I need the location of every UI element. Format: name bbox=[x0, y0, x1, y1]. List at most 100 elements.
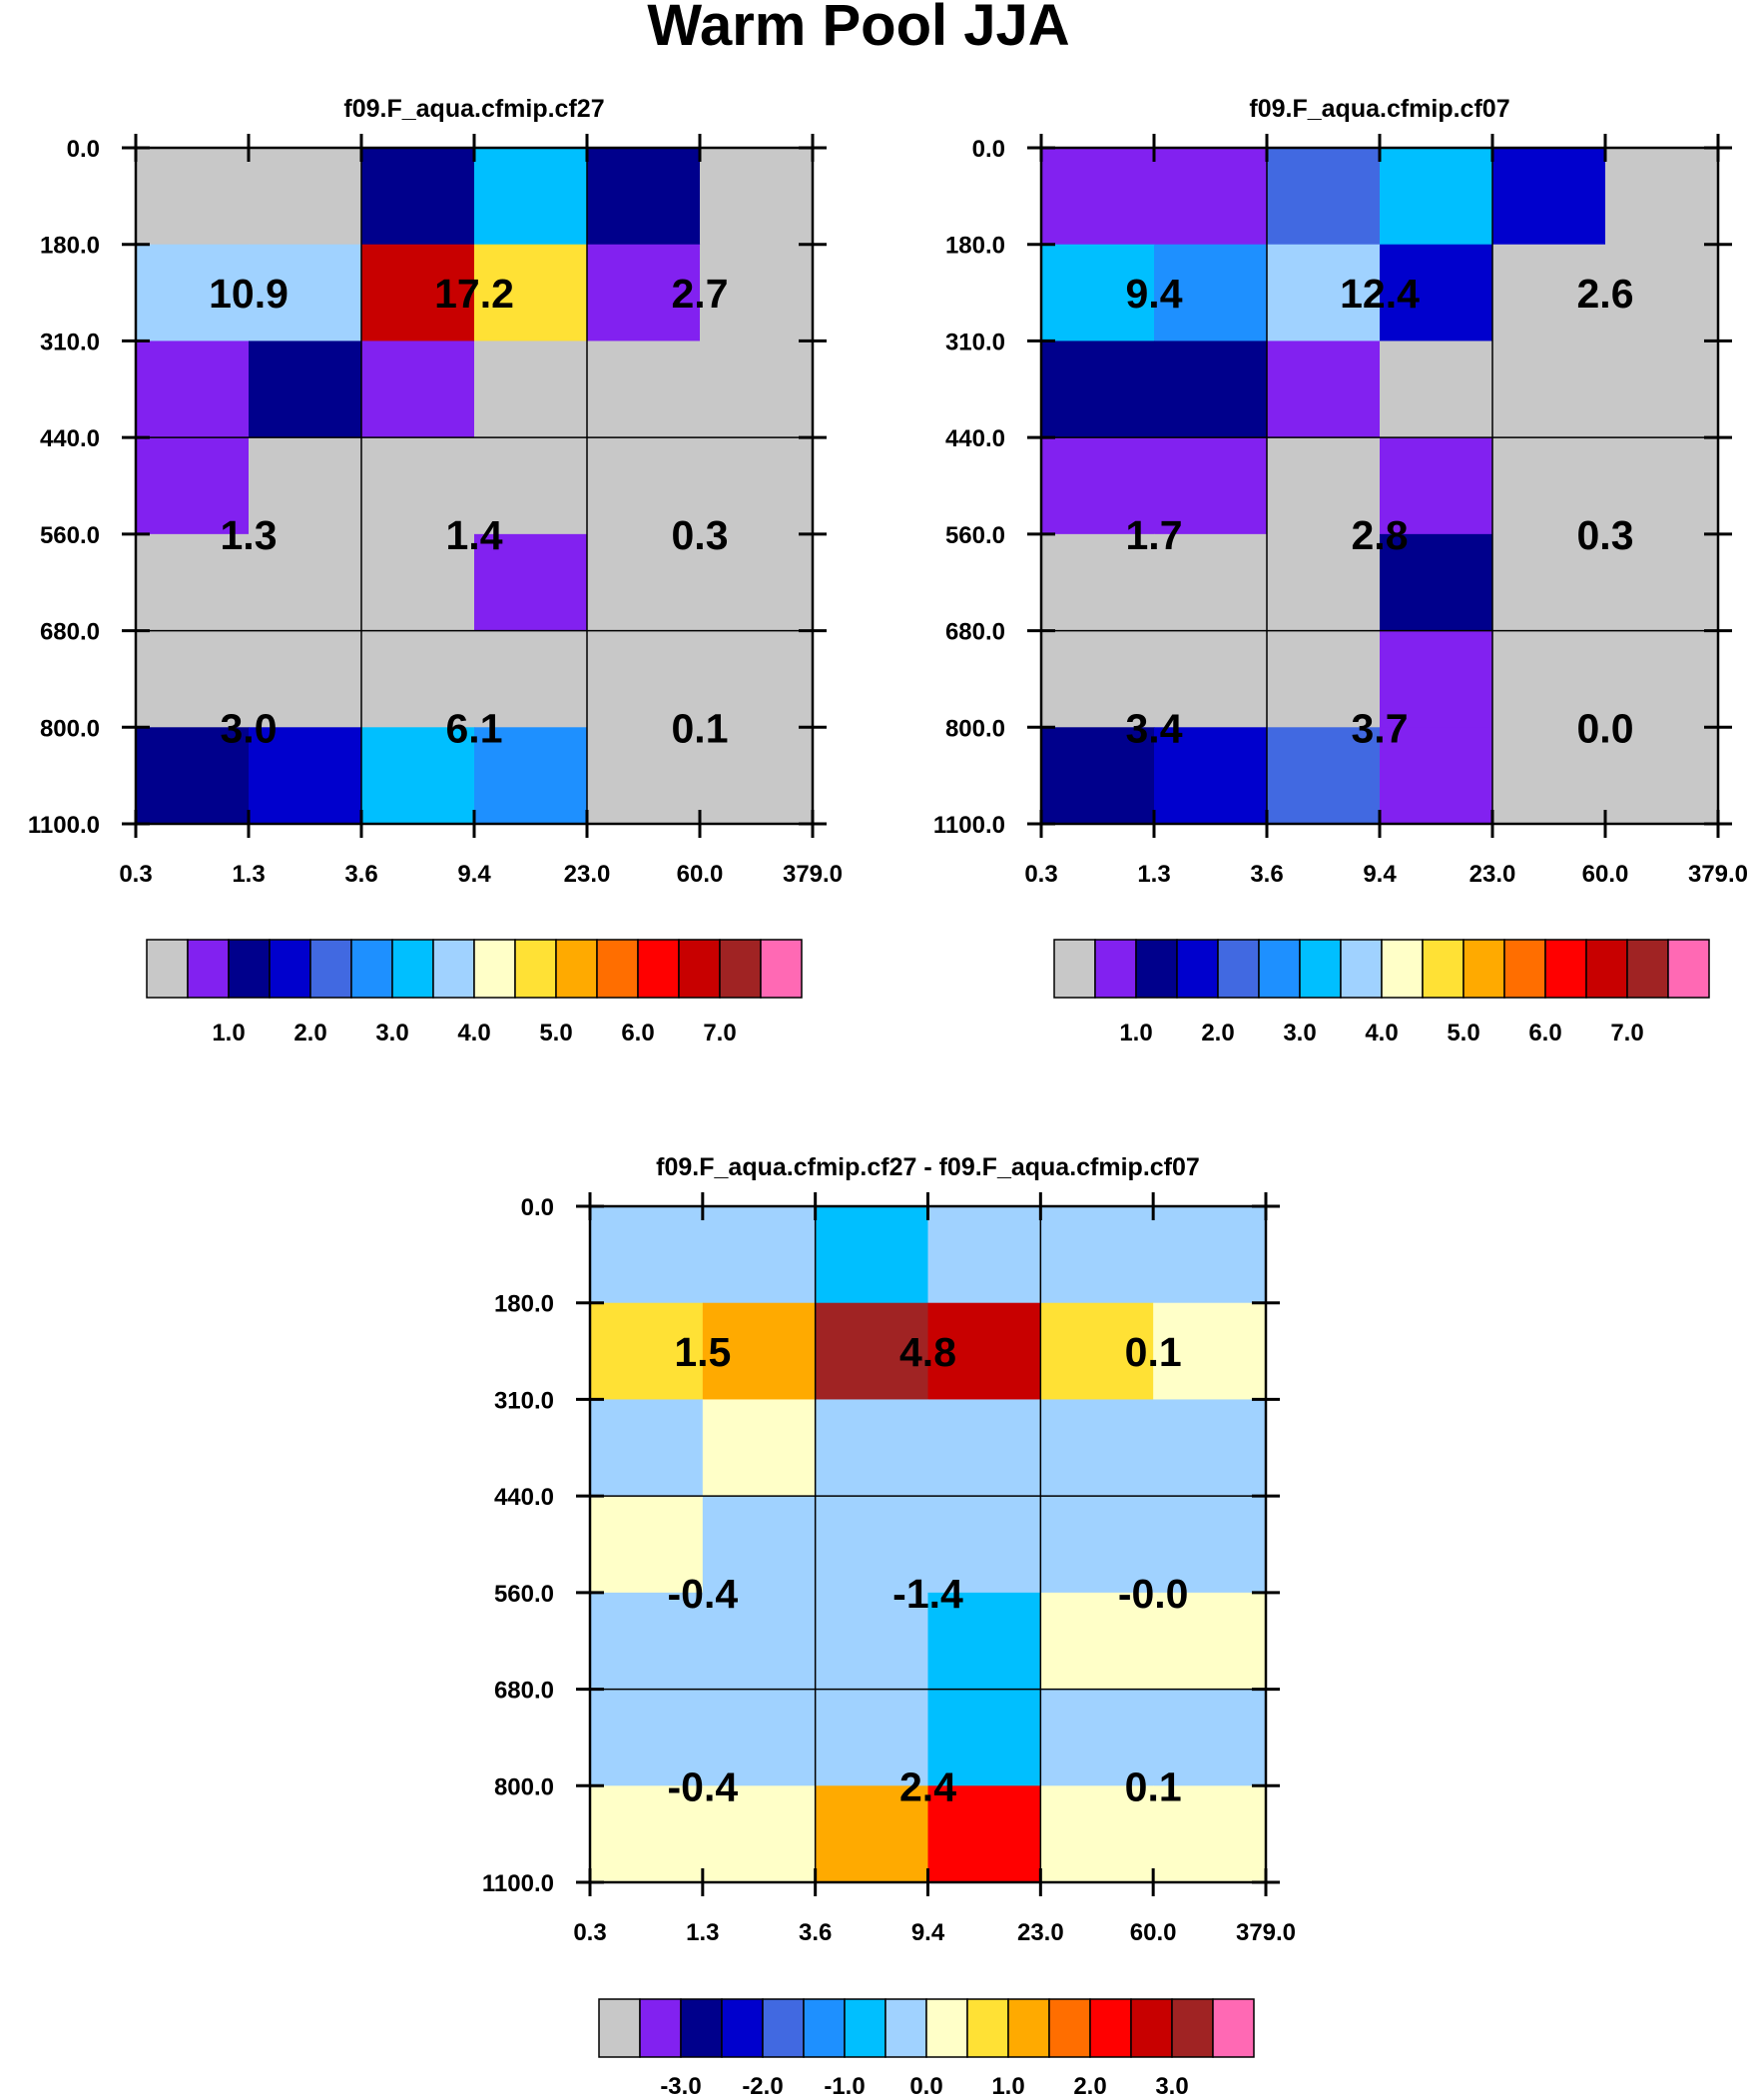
colorbar-swatch bbox=[762, 1998, 805, 2058]
x-tick-label: 23.0 bbox=[1469, 861, 1516, 888]
block-value-label: 3.4 bbox=[1126, 705, 1183, 751]
colorbar-swatch bbox=[1299, 939, 1342, 999]
heatmap-cell bbox=[590, 1302, 704, 1401]
panel-difference: f09.F_aqua.cfmip.cf27 - f09.F_aqua.cfmip… bbox=[482, 1153, 1296, 2100]
heatmap-cell bbox=[361, 533, 475, 632]
colorbar-swatch bbox=[803, 1998, 846, 2058]
y-tick-label: 0.0 bbox=[972, 136, 1005, 163]
heatmap-cell bbox=[1154, 533, 1268, 632]
heatmap-cell bbox=[136, 244, 250, 343]
y-tick-label: 1100.0 bbox=[28, 812, 100, 839]
y-tick-label: 310.0 bbox=[40, 329, 100, 355]
heatmap-cell bbox=[1492, 437, 1606, 535]
heatmap-cell bbox=[474, 437, 588, 535]
x-tick-label: 379.0 bbox=[1236, 1919, 1296, 1946]
heatmap-cell bbox=[1492, 727, 1606, 825]
heatmap-cell bbox=[700, 244, 814, 343]
block-value-label: 0.0 bbox=[1577, 705, 1634, 751]
heatmap-cell bbox=[249, 630, 362, 728]
heatmap-cell bbox=[1153, 1302, 1267, 1401]
heatmap-cell bbox=[474, 727, 588, 825]
heatmap-cell bbox=[1380, 244, 1493, 343]
heatmap-cell bbox=[1605, 341, 1719, 438]
heatmap-cell bbox=[1041, 533, 1155, 632]
colorbar-swatch bbox=[1340, 939, 1383, 999]
colorbar-swatch bbox=[187, 939, 230, 999]
colorbar-swatch bbox=[1585, 939, 1628, 999]
heatmap-cell bbox=[587, 727, 701, 825]
colorbar-swatch bbox=[1089, 1998, 1132, 2058]
block-value-label: 0.3 bbox=[1577, 512, 1634, 558]
block-value-label: 10.9 bbox=[209, 271, 289, 317]
heatmap-cell bbox=[590, 1496, 704, 1594]
heatmap-cell bbox=[1040, 1785, 1154, 1883]
heatmap-cell bbox=[1492, 148, 1606, 246]
colorbar-tick-label: -1.0 bbox=[824, 2073, 865, 2100]
x-tick-label: 23.0 bbox=[1017, 1919, 1064, 1946]
heatmap-cell bbox=[1267, 630, 1381, 728]
colorbar-swatch bbox=[309, 939, 352, 999]
heatmap-cell bbox=[1605, 148, 1719, 246]
block-value-label: 6.1 bbox=[446, 705, 503, 751]
panel-title: f09.F_aqua.cfmip.cf27 - f09.F_aqua.cfmip… bbox=[656, 1153, 1200, 1181]
colorbar-tick-label: 1.0 bbox=[1119, 1020, 1152, 1047]
heatmap-cell bbox=[474, 533, 588, 632]
heatmap-cell bbox=[249, 148, 362, 246]
y-tick-label: 180.0 bbox=[494, 1291, 554, 1318]
x-tick-label: 379.0 bbox=[783, 861, 843, 888]
block-value-label: 4.8 bbox=[899, 1329, 956, 1375]
colorbar-tick-label: -2.0 bbox=[742, 2073, 783, 2100]
colorbar-swatch bbox=[1130, 1998, 1173, 2058]
heatmap-cell bbox=[1040, 1689, 1154, 1786]
colorbar-swatch bbox=[925, 1998, 968, 2058]
block-value-label: 0.3 bbox=[672, 512, 729, 558]
heatmap-cell bbox=[927, 1689, 1041, 1786]
y-tick-label: 560.0 bbox=[945, 522, 1005, 549]
y-tick-label: 440.0 bbox=[945, 425, 1005, 452]
block-value-label: 0.1 bbox=[672, 705, 729, 751]
block-value-label: 2.8 bbox=[1352, 512, 1409, 558]
colorbar-tick-label: 3.0 bbox=[375, 1020, 408, 1047]
x-tick-label: 1.3 bbox=[1137, 861, 1170, 888]
heatmap-cell bbox=[927, 1399, 1041, 1497]
heatmap-cell bbox=[927, 1592, 1041, 1691]
colorbar-swatch bbox=[721, 1998, 764, 2058]
heatmap-cell bbox=[361, 437, 475, 535]
heatmap-cell bbox=[1153, 1592, 1267, 1691]
y-tick-label: 800.0 bbox=[945, 715, 1005, 742]
colorbar-tick-label: 1.0 bbox=[991, 2073, 1024, 2100]
heatmap-cell bbox=[1040, 1302, 1154, 1401]
heatmap-cell bbox=[587, 533, 701, 632]
x-tick-label: 3.6 bbox=[1250, 861, 1283, 888]
heatmap-cell bbox=[700, 148, 814, 246]
y-tick-label: 680.0 bbox=[40, 619, 100, 646]
heatmap-cell bbox=[702, 1206, 817, 1304]
heatmap-cell bbox=[590, 1592, 704, 1691]
colorbar-tick-label: 3.0 bbox=[1283, 1020, 1316, 1047]
heatmap-cell bbox=[702, 1302, 817, 1401]
x-tick-label: 60.0 bbox=[1582, 861, 1629, 888]
heatmap-cell bbox=[815, 1399, 929, 1497]
block-value-label: -0.4 bbox=[668, 1571, 739, 1617]
y-tick-label: 0.0 bbox=[67, 136, 100, 163]
heatmap-cell bbox=[1154, 244, 1268, 343]
heatmap-cell bbox=[590, 1689, 704, 1786]
colorbar-swatch bbox=[844, 1998, 886, 2058]
heatmap-cell bbox=[474, 630, 588, 728]
heatmap-cell bbox=[702, 1592, 817, 1691]
heatmap-cell bbox=[1492, 341, 1606, 438]
colorbar-swatch bbox=[678, 939, 721, 999]
colorbar-swatch bbox=[596, 939, 639, 999]
heatmap-cell bbox=[587, 148, 701, 246]
heatmap-cell bbox=[474, 244, 588, 343]
colorbar-tick-label: 5.0 bbox=[539, 1020, 572, 1047]
block-value-label: -0.0 bbox=[1118, 1571, 1189, 1617]
heatmap-cell bbox=[136, 148, 250, 246]
heatmap-cell bbox=[1492, 244, 1606, 343]
heatmap-cell bbox=[700, 341, 814, 438]
heatmap-cell bbox=[1492, 533, 1606, 632]
colorbar-swatch bbox=[1503, 939, 1546, 999]
heatmap-cell bbox=[702, 1399, 817, 1497]
heatmap-cell bbox=[590, 1785, 704, 1883]
x-tick-label: 0.3 bbox=[1024, 861, 1057, 888]
